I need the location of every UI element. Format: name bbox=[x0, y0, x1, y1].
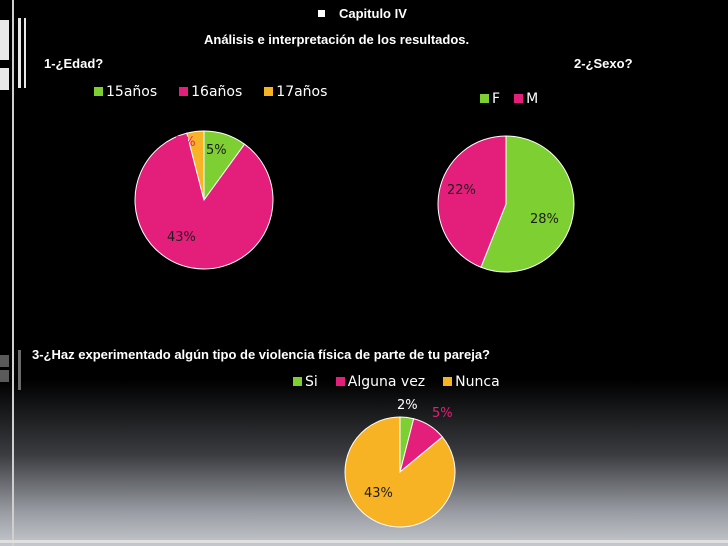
chart1-title: 1-¿Edad? bbox=[44, 56, 104, 71]
chart2-legend: F M bbox=[480, 91, 538, 107]
chart3-data-label: 5% bbox=[432, 406, 453, 421]
legend-item: F bbox=[480, 91, 500, 107]
chart2-data-label: 22% bbox=[447, 183, 476, 198]
chart1-slice-16años bbox=[134, 132, 274, 270]
legend-item: Alguna vez bbox=[335, 374, 425, 390]
chart1-data-label: 43% bbox=[167, 230, 196, 245]
chart3-data-label: 2% bbox=[397, 398, 418, 413]
chart2-slice-f bbox=[480, 135, 575, 273]
legend-item: Nunca bbox=[443, 374, 500, 390]
chart2-slice-m bbox=[437, 135, 507, 268]
chart1-data-label: 2% bbox=[175, 135, 196, 150]
chart3-data-label: 43% bbox=[364, 486, 393, 501]
chart1-legend: 15años 16años 17años bbox=[94, 84, 327, 100]
chart3-title: 3-¿Haz experimentado algún tipo de viole… bbox=[32, 347, 491, 362]
chart3-legend: Si Alguna vez Nunca bbox=[293, 374, 500, 390]
legend-item: 15años bbox=[94, 84, 157, 100]
slide-subtitle: Análisis e interpretación de los resulta… bbox=[204, 32, 470, 47]
legend-item: 17años bbox=[264, 84, 327, 100]
chart1-slice-17años bbox=[186, 130, 205, 201]
legend-item: 16años bbox=[179, 84, 242, 100]
legend-item: Si bbox=[293, 374, 318, 390]
legend-item: M bbox=[514, 91, 538, 107]
chapter-title: Capitulo IV bbox=[339, 6, 407, 21]
chart3-slice-nunca bbox=[344, 416, 456, 528]
chart2-title: 2-¿Sexo? bbox=[574, 56, 633, 71]
chart1-data-label: 5% bbox=[206, 143, 227, 158]
chapter-heading: Capitulo IV bbox=[318, 6, 407, 21]
square-bullet-icon bbox=[318, 10, 325, 17]
chart2-data-label: 28% bbox=[530, 212, 559, 227]
